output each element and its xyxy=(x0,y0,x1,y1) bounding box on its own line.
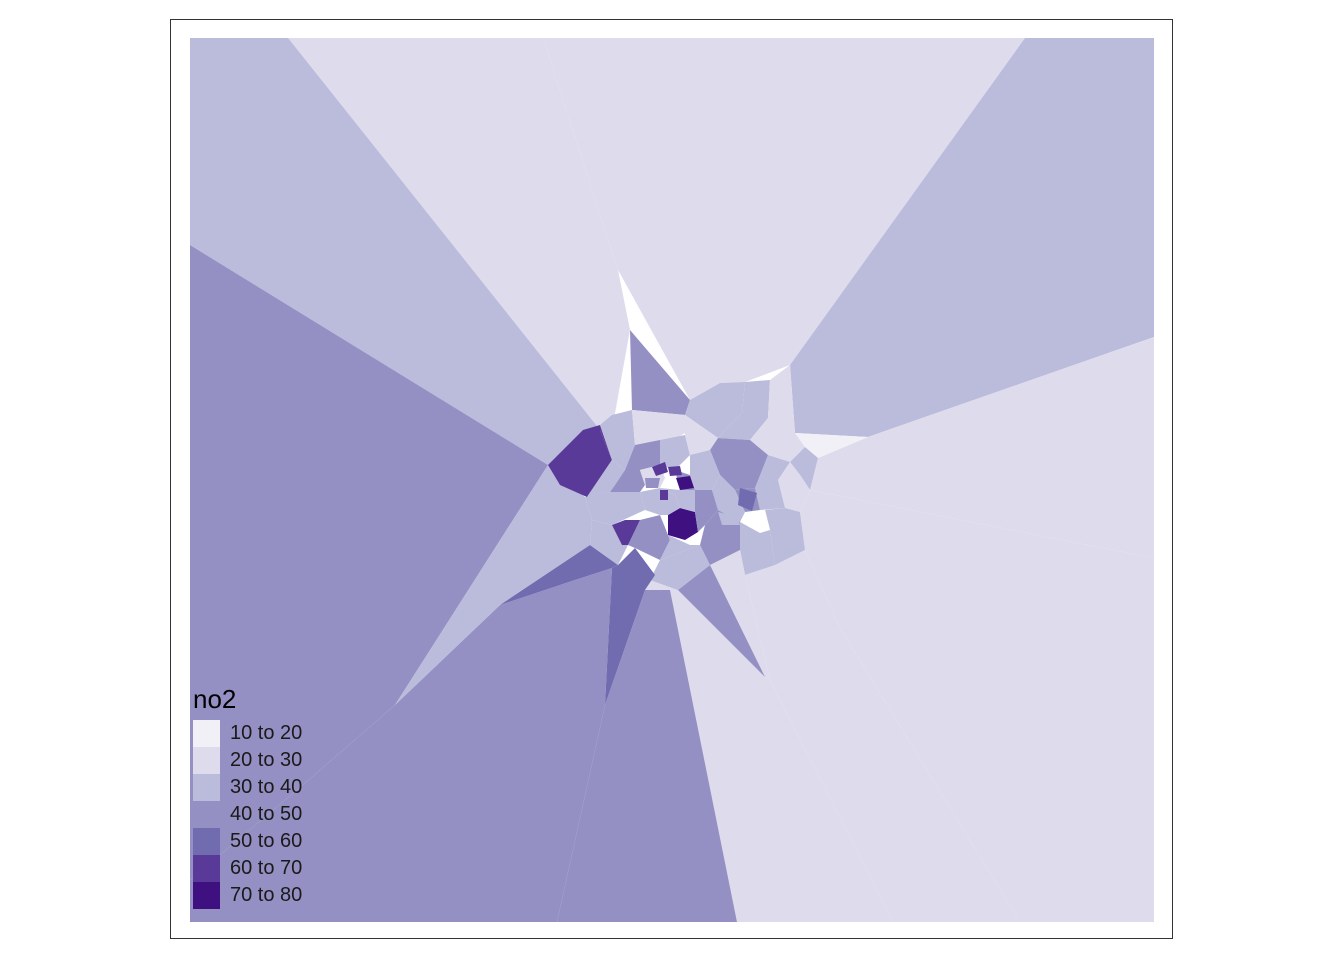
legend-item: 20 to 30 xyxy=(193,747,302,774)
cell-n-d xyxy=(685,415,718,455)
cell-nw-a xyxy=(600,410,635,470)
cell-left xyxy=(190,245,548,880)
legend-label: 70 to 80 xyxy=(230,884,303,906)
cell-center-hot xyxy=(668,508,698,540)
legend-swatch xyxy=(193,720,220,747)
legend-swatch xyxy=(193,801,220,828)
cell-sw-b xyxy=(590,520,628,565)
legend-swatch xyxy=(193,882,220,909)
cell-bottom-left xyxy=(190,568,612,922)
legend-label: 10 to 20 xyxy=(230,722,303,744)
legend-item: 60 to 70 xyxy=(193,855,302,882)
legend-label: 60 to 70 xyxy=(230,857,303,879)
cell-e-c xyxy=(765,508,805,565)
cell-s-inner xyxy=(628,515,670,560)
cell-bottom-right xyxy=(800,490,1154,922)
legend-swatch xyxy=(193,855,220,882)
cell-bottom-right-2 xyxy=(745,550,1020,922)
cell-top-strip xyxy=(288,38,630,430)
cell-e-notch xyxy=(760,510,770,533)
cell-s-spike xyxy=(605,548,655,705)
cell-center-h xyxy=(645,478,660,488)
legend-label: 30 to 40 xyxy=(230,776,303,798)
cell-bottom-mid xyxy=(557,590,737,922)
cell-center-d xyxy=(610,470,645,492)
cell-e-small xyxy=(738,488,757,511)
cell-n-c xyxy=(660,435,690,470)
legend-swatch xyxy=(193,828,220,855)
legend-item: 50 to 60 xyxy=(193,828,302,855)
cell-sw-wedge xyxy=(395,465,592,705)
cell-e-b xyxy=(755,455,790,510)
cell-e-a xyxy=(778,462,810,512)
cell-north-a xyxy=(685,382,745,438)
cell-w-hot xyxy=(548,430,612,497)
cell-ne-b xyxy=(790,447,818,490)
cell-s-hot xyxy=(612,520,640,545)
map-legend: no2 10 to 20 20 to 30 30 to 40 40 to 50 50 t… xyxy=(193,684,302,909)
cell-se-spike xyxy=(678,565,765,677)
voronoi-cells xyxy=(190,38,1154,922)
cell-top-right xyxy=(790,38,1154,437)
cell-top-center xyxy=(543,38,1025,400)
cell-center-hot-5 xyxy=(660,490,668,500)
cell-north-b xyxy=(718,380,770,440)
cell-ne-light xyxy=(795,433,868,458)
cell-center-hot-4 xyxy=(676,476,694,490)
cell-bottom-center xyxy=(670,565,893,922)
cell-center-c xyxy=(640,488,680,515)
cell-s-inner-2 xyxy=(660,515,700,560)
cell-center-g xyxy=(660,488,695,512)
legend-item: 70 to 80 xyxy=(193,882,302,909)
legend-title: no2 xyxy=(193,684,237,714)
cell-s-b xyxy=(650,545,710,590)
cell-center-hot-2 xyxy=(652,462,668,476)
cell-ne-inner xyxy=(710,438,768,490)
cell-nw-c xyxy=(625,440,660,470)
cell-nw-b xyxy=(632,410,690,445)
legend-item: 30 to 40 xyxy=(193,774,302,801)
cell-center-b xyxy=(690,450,720,490)
legend-swatch xyxy=(193,747,220,774)
legend-item: 40 to 50 xyxy=(193,801,302,828)
cell-se-inner-2 xyxy=(718,512,740,525)
cell-top-left xyxy=(190,38,612,465)
cell-ne-a xyxy=(750,365,805,462)
cell-sw-a xyxy=(500,545,618,605)
cell-center-hot-3 xyxy=(668,466,682,476)
legend-swatch xyxy=(193,774,220,801)
cell-north-mid xyxy=(630,330,690,415)
cell-se-b xyxy=(710,550,770,680)
cell-center-a xyxy=(695,490,718,532)
map-frame xyxy=(170,19,1173,939)
cell-e-inner-2 xyxy=(712,475,745,522)
legend-label: 50 to 60 xyxy=(230,830,303,852)
legend-label: 40 to 50 xyxy=(230,803,303,825)
legend-label: 20 to 30 xyxy=(230,749,303,771)
cell-se-a xyxy=(740,522,775,575)
cell-w-b xyxy=(587,460,625,497)
legend-item: 10 to 20 xyxy=(193,720,302,747)
cell-w-a xyxy=(585,492,645,525)
legend-classes: 10 to 20 20 to 30 30 to 40 40 to 50 50 to 60… xyxy=(193,720,302,909)
cell-right xyxy=(810,337,1154,558)
